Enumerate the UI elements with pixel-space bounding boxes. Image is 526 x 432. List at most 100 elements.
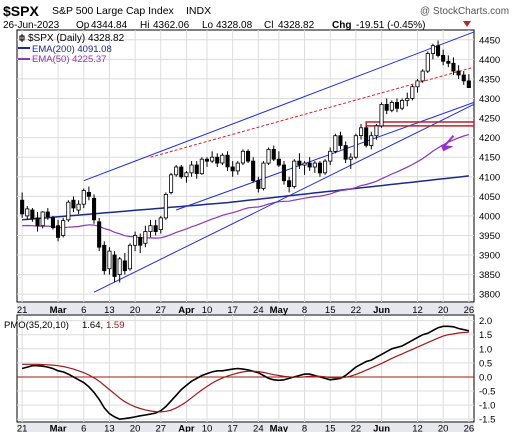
price-tick-label: 3850 [479, 270, 500, 281]
candle-body [343, 145, 348, 160]
candle-body [66, 201, 71, 221]
candle-body [399, 100, 405, 109]
candle-body [276, 158, 281, 166]
candle-body [240, 150, 246, 164]
pmo-legend-label: PMO(35,20,10) [4, 320, 69, 331]
legend-price: $SPX (Daily) 4328.82 [28, 33, 125, 44]
candle-body [86, 191, 91, 197]
date-tick-label-bottom: 24 [253, 424, 264, 432]
date-tick-label-bottom: 6 [81, 424, 86, 432]
candle-body [451, 62, 456, 72]
candle-body [127, 244, 133, 270]
date-tick-label-bottom: May [270, 424, 289, 432]
date-tick-label-bottom: 26 [464, 424, 475, 432]
candle-body [163, 193, 168, 219]
candle-body [97, 221, 102, 248]
change-value: -19.51 (-0.45%) [356, 20, 425, 31]
candle-body [158, 217, 163, 230]
date-tick-label: 13 [104, 305, 115, 316]
candle-body [30, 209, 35, 220]
candle-body [333, 135, 338, 152]
low-value: 4328.08 [216, 20, 253, 31]
pmo-lines [17, 325, 474, 421]
arrow-icon [440, 144, 454, 152]
date-tick-label: 10 [202, 305, 213, 316]
pmo-tick-label: 2.0 [479, 316, 492, 327]
candle-body [189, 164, 194, 174]
copyright-text: @ StockCharts.com [420, 6, 509, 17]
price-tick-label: 4100 [479, 172, 500, 183]
candle-body [394, 102, 399, 109]
date-tick-label: 20 [438, 305, 449, 316]
candle-body [461, 74, 466, 82]
price-tick-label: 4200 [479, 133, 500, 144]
date-tick-label: 24 [253, 305, 264, 316]
candle-body [245, 150, 251, 162]
pmo-tick-label: -1.5 [479, 415, 495, 426]
pmo-legend-value1: 1.64, [82, 320, 103, 331]
candle-body [81, 190, 86, 205]
date-tick-label-bottom: 22 [351, 424, 362, 432]
candle-body [338, 135, 343, 146]
pmo-panel-background [16, 314, 475, 423]
date-tick-label: Apr [178, 305, 195, 316]
close-label: Cl [264, 20, 273, 31]
price-tick-label: 4000 [479, 211, 500, 222]
date-axis-bottom: 21 Mar 6 13 20 27 Apr 10 17 24 May 8 15 22 Jun 12 20 26 [17, 423, 474, 432]
low-label: Lo [202, 20, 214, 31]
trend-support-line [176, 101, 475, 211]
candle-body [251, 160, 256, 182]
candle-body [364, 127, 369, 146]
candle-body [328, 150, 333, 162]
date-tick-label-bottom: Jun [373, 424, 390, 432]
candle-body [312, 162, 317, 168]
open-label: Op [76, 20, 90, 31]
date-tick-label: May [270, 305, 289, 316]
date-tick-label-bottom: 15 [325, 424, 336, 432]
candle-body [287, 180, 292, 187]
open-value: 4344.84 [91, 20, 128, 31]
pmo-tick-label: 1.5 [479, 330, 492, 341]
ema50-line [22, 134, 470, 239]
price-legend: $SPX (Daily) 4328.82 EMA(200) 4091.08 EM… [18, 33, 125, 65]
date-tick-label: Jun [373, 305, 390, 316]
date-axis-band-bg [17, 303, 474, 314]
candle-body [369, 135, 374, 146]
pmo-legend: PMO(35,20,10) 1.64, 1.59 [4, 320, 125, 331]
candle-body [322, 160, 328, 174]
date-tick-label-bottom: 10 [202, 424, 213, 432]
price-tick-label: 4150 [479, 153, 500, 164]
legend-ema50: EMA(50) 4225.37 [32, 54, 106, 65]
close-value: 4328.82 [278, 20, 315, 31]
breakout-zone-box [365, 121, 475, 127]
candle-body [204, 158, 210, 162]
pmo-tick-label: 0.0 [479, 372, 492, 383]
candle-body [132, 235, 138, 246]
candle-body [215, 156, 220, 164]
candle-body [40, 211, 45, 227]
candle-body [112, 254, 117, 277]
legend-ema200: EMA(200) 4091.08 [32, 44, 112, 55]
date-tick-label: 20 [130, 305, 141, 316]
pmo-legend-value2: 1.59 [106, 320, 125, 331]
index-name: S&P 500 Large Cap Index [52, 5, 175, 17]
candle-body [379, 104, 384, 127]
candle-body [102, 244, 107, 272]
date-tick-label: 6 [81, 305, 86, 316]
symbol-title: $SPX [3, 3, 39, 19]
price-tick-label: 4400 [479, 55, 500, 66]
candle-body [153, 225, 158, 232]
pmo-line [21, 325, 470, 421]
candle-body [45, 211, 50, 218]
candle-body [415, 80, 420, 88]
candle-body [71, 199, 76, 209]
candle-body [184, 172, 189, 178]
date-tick-label: Mar [50, 305, 67, 316]
price-tick-label: 3900 [479, 251, 500, 262]
date-axis-bottom-bg [17, 423, 474, 432]
candle-body [107, 250, 112, 270]
date-tick-label-bottom: 13 [104, 424, 115, 432]
price-tick-label: 3800 [479, 290, 500, 301]
candle-body [92, 197, 97, 221]
